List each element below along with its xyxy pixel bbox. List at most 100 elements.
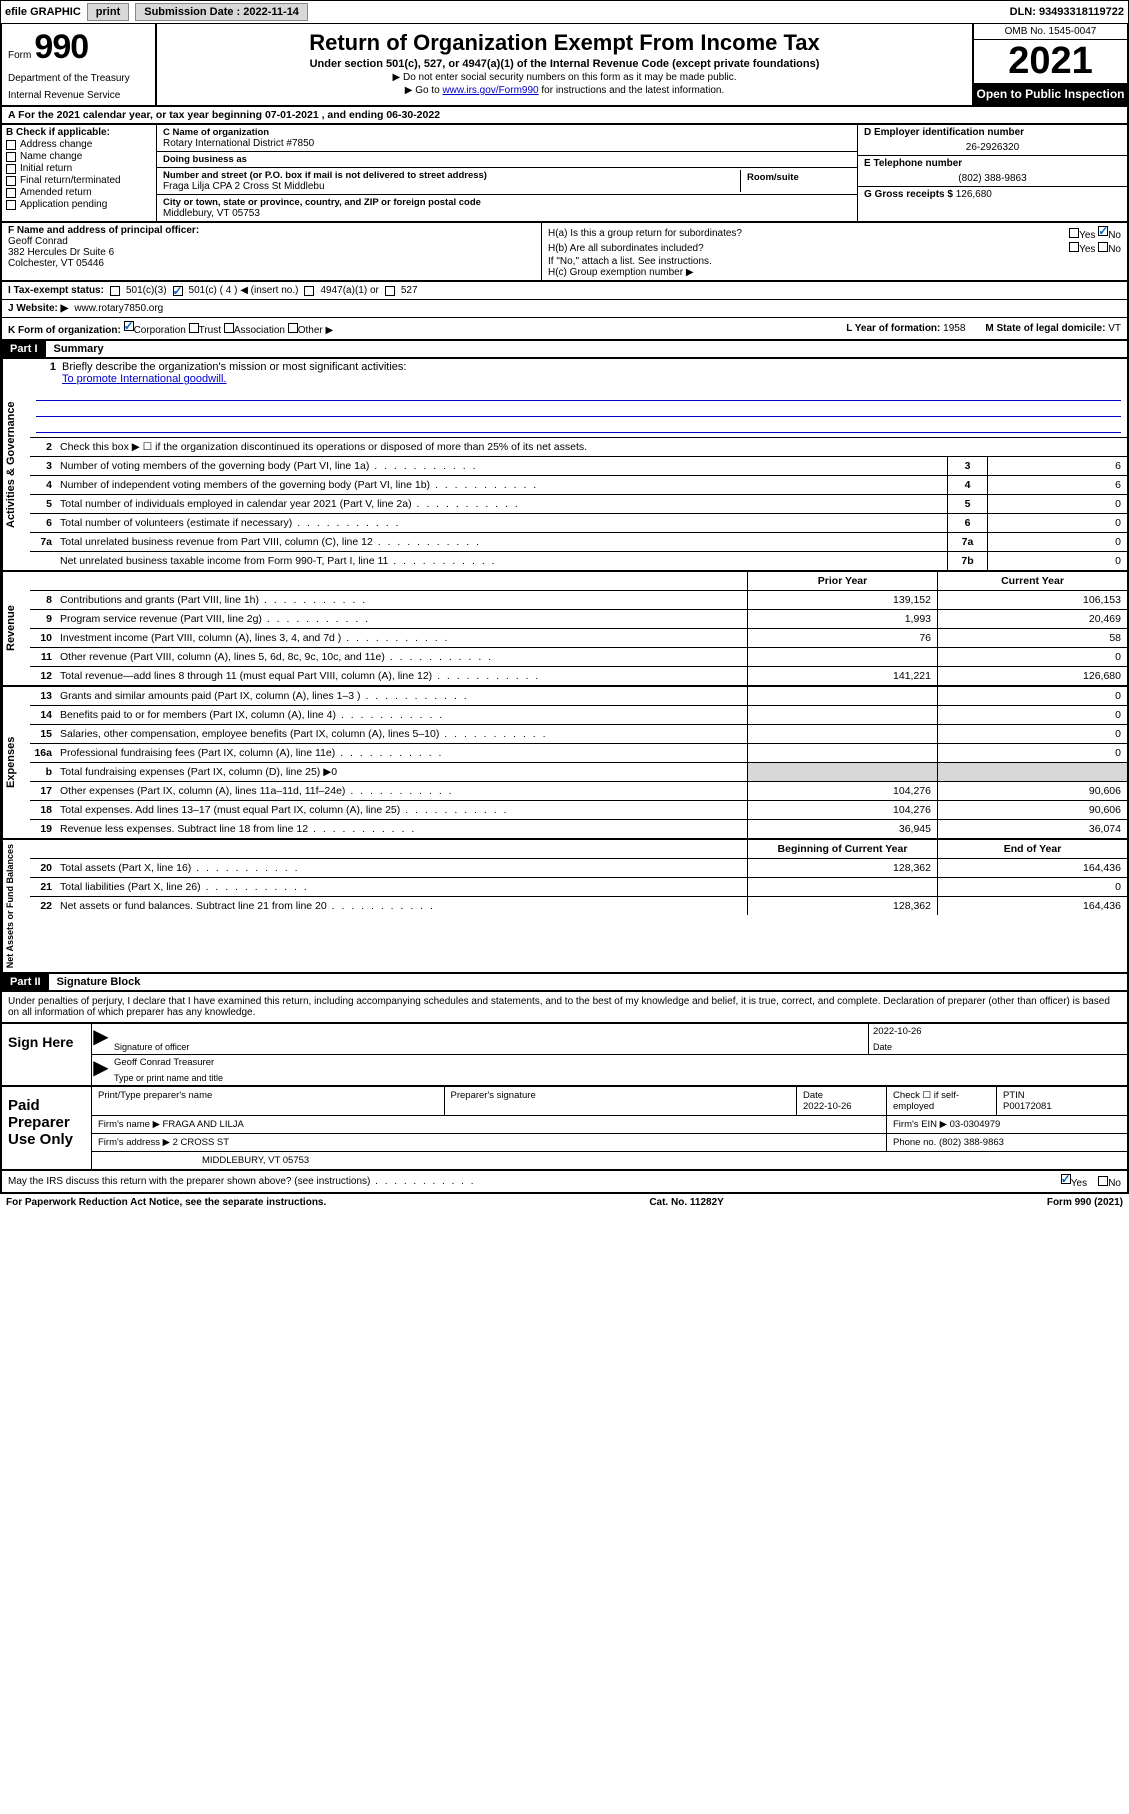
paid-preparer-label: Paid Preparer Use Only [2,1087,92,1169]
summary-row: 14 Benefits paid to or for members (Part… [30,706,1127,725]
summary-row: 6 Total number of volunteers (estimate i… [30,514,1127,533]
h-c-line: H(c) Group exemption number ▶ [548,267,1121,278]
phone-box: E Telephone number (802) 388-9863 [858,156,1127,187]
revenue-col-header: Prior Year Current Year [30,572,1127,591]
street-value: Fraga Lilja CPA 2 Cross St Middlebu [163,181,740,192]
chk-final-return[interactable]: Final return/terminated [6,175,152,186]
summary-row: 18 Total expenses. Add lines 13–17 (must… [30,801,1127,820]
dba-box: Doing business as [157,152,857,168]
top-toolbar: efile GRAPHIC print Submission Date : 20… [0,0,1129,24]
firm-addr-row: Firm's address ▶ 2 CROSS ST Phone no. (8… [92,1134,1127,1152]
officer-typed-name: Geoff Conrad Treasurer [114,1057,1123,1073]
form-word: Form [8,50,31,61]
chk-initial-return[interactable]: Initial return [6,163,152,174]
end-year-hdr: End of Year [937,840,1127,858]
officer-name: Geoff Conrad [8,236,535,247]
officer-sig-row: ▶ Signature of officer 2022-10-26 Date [92,1024,1127,1055]
discuss-no-chk[interactable] [1098,1176,1108,1186]
header-right: OMB No. 1545-0047 2021 Open to Public In… [972,24,1127,105]
discuss-row: May the IRS discuss this return with the… [0,1171,1129,1194]
dln-label: DLN: 93493318119722 [1010,6,1124,18]
governance-section: Activities & Governance 1 Briefly descri… [0,359,1129,572]
chk-address-change[interactable]: Address change [6,139,152,150]
website-value: www.rotary7850.org [74,303,163,314]
ijk-block: I Tax-exempt status: 501(c)(3) 501(c) ( … [0,282,1129,341]
governance-side-label: Activities & Governance [2,359,30,570]
hb-no-chk[interactable] [1098,242,1108,252]
hb-yes-chk[interactable] [1069,242,1079,252]
signature-intro: Under penalties of perjury, I declare th… [0,992,1129,1024]
org-name-box: C Name of organization Rotary Internatio… [157,125,857,152]
street-box: Number and street (or P.O. box if mail i… [163,170,741,192]
firm-ein: 03-0304979 [950,1119,1001,1130]
summary-row: 16a Professional fundraising fees (Part … [30,744,1127,763]
firm-addr2-row: MIDDLEBURY, VT 05753 [92,1152,1127,1169]
sign-here-block: Sign Here ▶ Signature of officer 2022-10… [0,1024,1129,1087]
cat-number: Cat. No. 11282Y [649,1197,723,1208]
netassets-section: Net Assets or Fund Balances Beginning of… [0,840,1129,974]
chk-name-change[interactable]: Name change [6,151,152,162]
k-row: K Form of organization: Corporation Trus… [2,318,1127,339]
chk-527[interactable] [385,286,395,296]
efile-label: efile GRAPHIC [5,6,81,18]
chk-trust[interactable] [189,323,199,333]
arrow-icon: ▶ [92,1024,110,1054]
page-footer: For Paperwork Reduction Act Notice, see … [0,1194,1129,1211]
street-row: Number and street (or P.O. box if mail i… [157,168,857,195]
revenue-section: Revenue Prior Year Current Year 8 Contri… [0,572,1129,687]
firm-addr1: 2 CROSS ST [173,1137,230,1148]
col-b-checkboxes: B Check if applicable: Address change Na… [2,125,157,221]
prep-date: 2022-10-26 [803,1101,880,1112]
mission-text[interactable]: To promote International goodwill. [62,373,226,385]
ein-value: 26-2926320 [864,142,1121,153]
h-a-line: H(a) Is this a group return for subordin… [548,226,1121,241]
ha-no-chk[interactable] [1098,226,1108,236]
part2-header-row: Part II Signature Block [0,974,1129,992]
phone-value: (802) 388-9863 [864,173,1121,184]
paid-preparer-block: Paid Preparer Use Only Print/Type prepar… [0,1087,1129,1171]
summary-row: 13 Grants and similar amounts paid (Part… [30,687,1127,706]
summary-row: 17 Other expenses (Part IX, column (A), … [30,782,1127,801]
chk-4947[interactable] [304,286,314,296]
q2-row: 2 Check this box ▶ ☐ if the organization… [30,437,1127,457]
irs-link[interactable]: www.irs.gov/Form990 [442,85,538,96]
gross-receipts-box: G Gross receipts $ 126,680 [858,187,1127,202]
officer-name-row: ▶ Geoff Conrad Treasurer Type or print n… [92,1055,1127,1085]
domicile-state: VT [1108,323,1121,334]
summary-row: 8 Contributions and grants (Part VIII, l… [30,591,1127,610]
firm-name-row: Firm's name ▶ FRAGA AND LILJA Firm's EIN… [92,1116,1127,1134]
summary-row: 22 Net assets or fund balances. Subtract… [30,897,1127,915]
mission-block: 1 Briefly describe the organization's mi… [30,359,1127,437]
chk-application-pending[interactable]: Application pending [6,199,152,210]
website-row: J Website: ▶ www.rotary7850.org [2,300,1127,318]
submission-date-button[interactable]: Submission Date : 2022-11-14 [135,3,308,21]
header-left: Form 990 Department of the Treasury Inte… [2,24,157,105]
netassets-col-header: Beginning of Current Year End of Year [30,840,1127,859]
print-button[interactable]: print [87,3,129,21]
discuss-yes-chk[interactable] [1061,1174,1071,1184]
org-name: Rotary International District #7850 [163,138,851,149]
summary-row: 15 Salaries, other compensation, employe… [30,725,1127,744]
chk-corp[interactable] [124,321,134,331]
year-formation: 1958 [943,323,965,334]
officer-addr1: 382 Hercules Dr Suite 6 [8,247,535,258]
expenses-side-label: Expenses [2,687,30,838]
summary-row: 5 Total number of individuals employed i… [30,495,1127,514]
form-subtitle: Under section 501(c), 527, or 4947(a)(1)… [165,58,964,70]
ein-box: D Employer identification number 26-2926… [858,125,1127,156]
h-box: H(a) Is this a group return for subordin… [542,223,1127,280]
summary-row: 9 Program service revenue (Part VIII, li… [30,610,1127,629]
pra-notice: For Paperwork Reduction Act Notice, see … [6,1197,326,1208]
gross-receipts-value: 126,680 [956,189,992,200]
current-year-hdr: Current Year [937,572,1127,590]
chk-amended-return[interactable]: Amended return [6,187,152,198]
chk-other[interactable] [288,323,298,333]
col-b-header: B Check if applicable: [6,127,152,138]
fh-row: F Name and address of principal officer:… [0,223,1129,282]
part2-title: Signature Block [49,974,149,990]
summary-row: 4 Number of independent voting members o… [30,476,1127,495]
chk-501c3[interactable] [110,286,120,296]
chk-assoc[interactable] [224,323,234,333]
chk-501c[interactable] [173,286,183,296]
ha-yes-chk[interactable] [1069,228,1079,238]
